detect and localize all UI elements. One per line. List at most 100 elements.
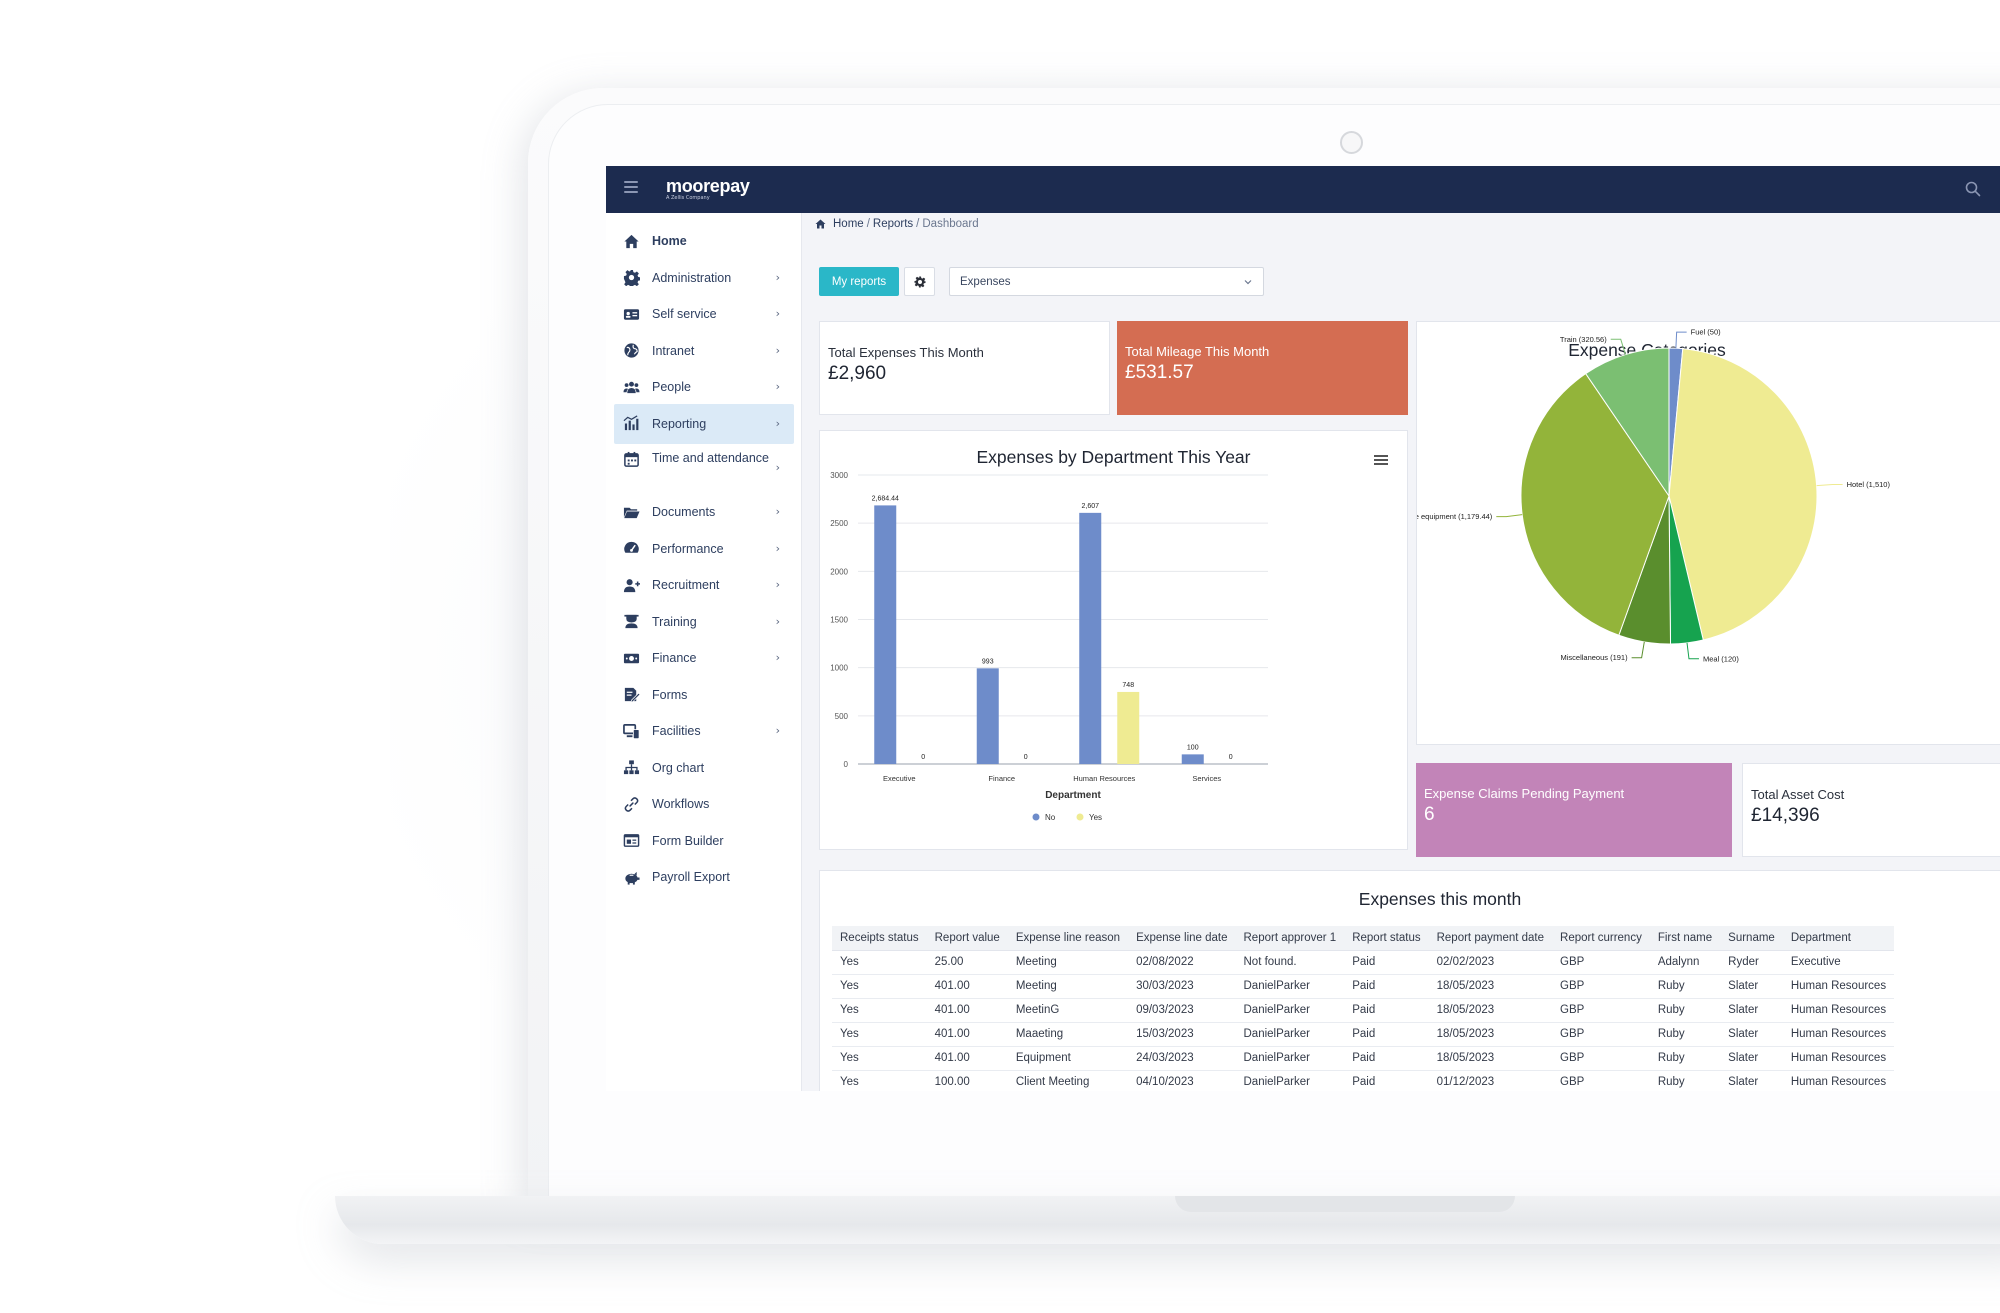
- sidebar-item-home[interactable]: Home: [614, 221, 794, 261]
- pie-chart: Fuel (50) Hotel (1,510) Meal (120) Miscella…: [1417, 328, 1890, 664]
- legend-label-yes[interactable]: Yes: [1089, 813, 1102, 822]
- table-cell: Paid: [1344, 1070, 1429, 1091]
- graduation-icon: [622, 613, 640, 631]
- chart-icon: [622, 415, 640, 433]
- hamburger-menu-icon[interactable]: [624, 181, 638, 195]
- sidebar-item-label: Home: [652, 234, 687, 248]
- table-body: Yes 25.00 Meeting 02/08/2022 Not found. Paid 0…: [832, 950, 1895, 1091]
- table-cell: 25.00: [926, 950, 1008, 975]
- sidebar-item-training[interactable]: Training ›: [614, 602, 794, 642]
- bar-yes-human-resources[interactable]: [1117, 691, 1140, 764]
- sidebar-item-label: Form Builder: [652, 833, 724, 848]
- total-mileage-value: £531.57: [1125, 362, 1194, 383]
- column-header[interactable]: Report approver 1: [1235, 926, 1345, 951]
- sidebar-item-label: Administration: [652, 270, 732, 285]
- table-row[interactable]: Yes 25.00 Meeting 02/08/2022 Not found. Paid 0…: [832, 950, 1895, 975]
- bar-data-label: 748: [1122, 682, 1134, 689]
- sidebar-item-forms[interactable]: Forms: [614, 675, 794, 715]
- sidebar-item-documents[interactable]: Documents ›: [614, 492, 794, 532]
- sidebar-item-self-service[interactable]: Self service ›: [614, 294, 794, 334]
- report-settings-button[interactable]: [904, 267, 935, 296]
- table-row[interactable]: Yes 100.00 Client Meeting 04/10/2023 DanielP…: [832, 1070, 1895, 1091]
- sidebar-item-people[interactable]: People ›: [614, 367, 794, 407]
- pie-slice-hotel[interactable]: [1668, 348, 1818, 641]
- search-icon[interactable]: [1964, 180, 1982, 198]
- table-cell: 18/05/2023: [1428, 998, 1553, 1023]
- table-cell: 04/10/2023: [1128, 1070, 1236, 1091]
- sidebar-item-time-and-attendance[interactable]: Time and attendance ›: [614, 444, 794, 492]
- user-plus-icon: [622, 576, 640, 594]
- column-header[interactable]: First name: [1649, 926, 1721, 951]
- asset-cost-card[interactable]: Total Asset Cost £14,396: [1742, 763, 2000, 857]
- column-header[interactable]: Department: [1782, 926, 1895, 951]
- my-reports-button[interactable]: My reports: [819, 267, 899, 296]
- pie-label-fuel: Fuel (50): [1691, 328, 1722, 337]
- table-row[interactable]: Yes 401.00 Equipment 24/03/2023 DanielParker…: [832, 1046, 1895, 1071]
- claims-pending-card[interactable]: Expense Claims Pending Payment 6: [1416, 763, 1732, 857]
- table-row[interactable]: Yes 401.00 MeetinG 09/03/2023 DanielParker Pa…: [832, 998, 1895, 1023]
- sidebar-item-performance[interactable]: Performance ›: [614, 529, 794, 569]
- logo-text: moorepay: [666, 176, 750, 196]
- sidebar-item-recruitment[interactable]: Recruitment ›: [614, 565, 794, 605]
- column-header[interactable]: Report status: [1344, 926, 1429, 951]
- breadcrumb-reports[interactable]: Reports: [872, 218, 914, 230]
- total-expenses-card[interactable]: Total Expenses This Month £2,960: [819, 321, 1110, 415]
- y-tick-label: 2500: [830, 519, 848, 528]
- bar-no-finance[interactable]: [976, 668, 999, 764]
- pie-label-miscellaneous: Miscellaneous (191): [1560, 653, 1628, 662]
- sidebar-item-intranet[interactable]: Intranet ›: [614, 331, 794, 371]
- legend-label-no[interactable]: No: [1045, 813, 1056, 822]
- table-cell: Human Resources: [1782, 1046, 1895, 1071]
- sidebar-item-label: Training: [652, 614, 697, 629]
- gear-icon: [914, 276, 925, 287]
- column-header[interactable]: Report currency: [1552, 926, 1650, 951]
- sidebar-item-facilities[interactable]: Facilities ›: [614, 711, 794, 751]
- table-cell: DanielParker: [1235, 1022, 1345, 1047]
- column-header[interactable]: Expense line date: [1128, 926, 1236, 951]
- table-cell: 401.00: [926, 998, 1008, 1023]
- breadcrumb-current: Dashboard: [922, 218, 979, 230]
- link-icon: [622, 795, 640, 813]
- bar-no-executive[interactable]: [874, 505, 897, 764]
- devices-icon: [622, 722, 640, 740]
- sidebar-item-workflows[interactable]: Workflows: [614, 784, 794, 824]
- moorepay-logo[interactable]: moorepay A Zellis Company: [666, 176, 750, 201]
- table-cell: Ruby: [1649, 1022, 1721, 1047]
- table-row[interactable]: Yes 401.00 Meeting 30/03/2023 DanielParker Pa…: [832, 974, 1895, 999]
- bar-no-human-resources[interactable]: [1079, 512, 1102, 764]
- bar-data-label: 2,684.44: [872, 495, 899, 502]
- table-cell: 100.00: [926, 1070, 1008, 1091]
- column-header[interactable]: Expense line reason: [1007, 926, 1129, 951]
- chart-menu-icon[interactable]: [1374, 454, 1388, 466]
- sidebar-item-label: Org chart: [652, 760, 705, 775]
- breadcrumb-home[interactable]: Home: [833, 218, 864, 230]
- pie-slice-office-equipment[interactable]: [1520, 372, 1670, 636]
- legend-marker-no[interactable]: [1032, 813, 1040, 821]
- total-mileage-card[interactable]: Total Mileage This Month £531.57: [1117, 321, 1408, 415]
- piggy-bank-icon: [622, 868, 640, 886]
- y-tick-label: 3000: [830, 471, 848, 480]
- table-cell: 01/12/2023: [1428, 1070, 1553, 1091]
- sidebar-item-label: Self service: [652, 307, 717, 321]
- sidebar-item-administration[interactable]: Administration ›: [614, 258, 794, 298]
- sidebar: Home Administration › Self service › Intranet…: [606, 213, 802, 1091]
- pie-label-meal: Meal (120): [1703, 654, 1739, 663]
- sidebar-item-org-chart[interactable]: Org chart: [614, 748, 794, 788]
- sidebar-item-payroll-export[interactable]: Payroll Export: [614, 857, 794, 897]
- column-header[interactable]: Receipts status: [832, 926, 927, 951]
- logo-subtext: A Zellis Company: [666, 195, 710, 201]
- table-cell: MeetinG: [1007, 998, 1129, 1023]
- table-row[interactable]: Yes 401.00 Maaeting 15/03/2023 DanielParker P…: [832, 1022, 1895, 1047]
- report-select[interactable]: Expenses: [949, 267, 1264, 296]
- table-cell: Yes: [832, 950, 927, 975]
- column-header[interactable]: Report value: [926, 926, 1008, 951]
- column-header[interactable]: Surname: [1720, 926, 1783, 951]
- legend-marker-yes[interactable]: [1076, 813, 1084, 821]
- pie-slice-train[interactable]: [1585, 347, 1670, 498]
- bar-no-services[interactable]: [1181, 754, 1204, 764]
- column-header[interactable]: Report payment date: [1428, 926, 1553, 951]
- sidebar-item-reporting[interactable]: Reporting ›: [614, 403, 794, 444]
- sidebar-item-form-builder[interactable]: Form Builder: [614, 821, 794, 861]
- gear-icon: [622, 269, 640, 287]
- sidebar-item-finance[interactable]: Finance ›: [614, 638, 794, 678]
